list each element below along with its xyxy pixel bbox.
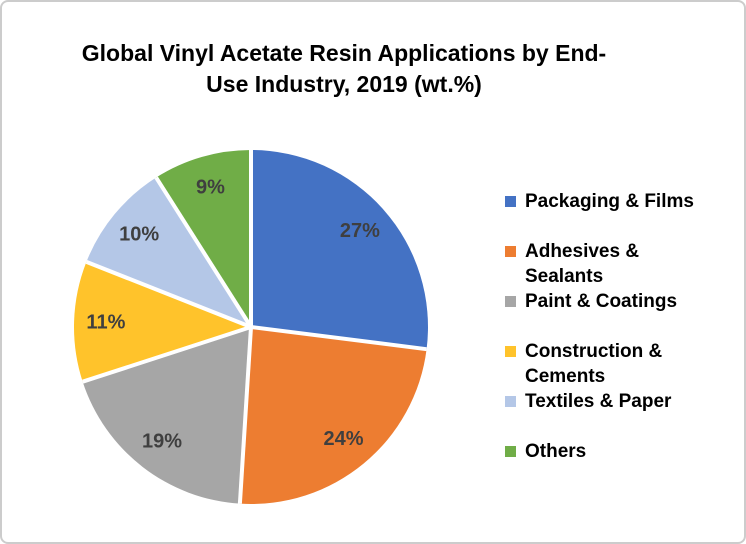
pie-slice-5 xyxy=(156,150,251,327)
slice-separator xyxy=(85,259,252,329)
chart-title-line-1: Global Vinyl Acetate Resin Applications … xyxy=(81,40,607,66)
legend-item-construction-cements: Construction & Cements xyxy=(505,339,725,389)
legend-color-swatch-icon xyxy=(505,296,516,307)
chart-title: Global Vinyl Acetate Resin Applications … xyxy=(64,38,624,100)
legend-item-packaging-films: Packaging & Films xyxy=(505,189,725,239)
slice-separator xyxy=(237,326,253,504)
legend-item-paint-coatings: Paint & Coatings xyxy=(505,289,725,339)
legend-color-swatch-icon xyxy=(505,246,516,257)
legend-label: Packaging & Films xyxy=(525,191,694,212)
data-label-4: 10% xyxy=(119,224,159,246)
legend-item-textiles-paper: Textiles & Paper xyxy=(505,389,725,439)
pie-slice-0 xyxy=(251,150,428,350)
legend-color-swatch-icon xyxy=(505,446,516,457)
pie-slice-1 xyxy=(239,327,427,504)
data-label-2: 19% xyxy=(142,431,182,453)
legend-color-swatch-icon xyxy=(505,396,516,407)
legend-label: Textiles & Paper xyxy=(525,391,672,412)
legend-label: Adhesives & Sealants xyxy=(525,241,640,287)
data-label-3: 11% xyxy=(86,311,125,333)
pie-chart-area: 27% 24% 19% 11% 10% 9% xyxy=(73,150,428,504)
legend-color-swatch-icon xyxy=(505,196,516,207)
data-label-1: 24% xyxy=(323,428,363,450)
legend-item-adhesives-sealants: Adhesives & Sealants xyxy=(505,239,725,289)
legend-label: Construction & Cements xyxy=(525,341,663,387)
chart-title-line-2: Use Industry, 2019 (wt.%) xyxy=(206,71,482,97)
pie-chart: 27% 24% 19% 11% 10% 9% xyxy=(73,150,428,504)
legend-label: Paint & Coatings xyxy=(525,291,678,312)
data-label-0: 27% xyxy=(340,220,380,242)
slice-separator xyxy=(154,176,253,329)
legend-label: Others xyxy=(525,441,587,462)
legend: Packaging & Films Adhesives & Sealants P… xyxy=(505,189,725,489)
slice-separator xyxy=(82,325,252,384)
legend-color-swatch-icon xyxy=(505,346,516,357)
slice-separator xyxy=(250,325,427,352)
pie-slice-3 xyxy=(73,261,251,382)
pie-slice-2 xyxy=(82,327,251,504)
legend-item-others: Others xyxy=(505,439,725,489)
data-label-5: 9% xyxy=(196,177,225,199)
pie-slice-4 xyxy=(86,177,252,327)
